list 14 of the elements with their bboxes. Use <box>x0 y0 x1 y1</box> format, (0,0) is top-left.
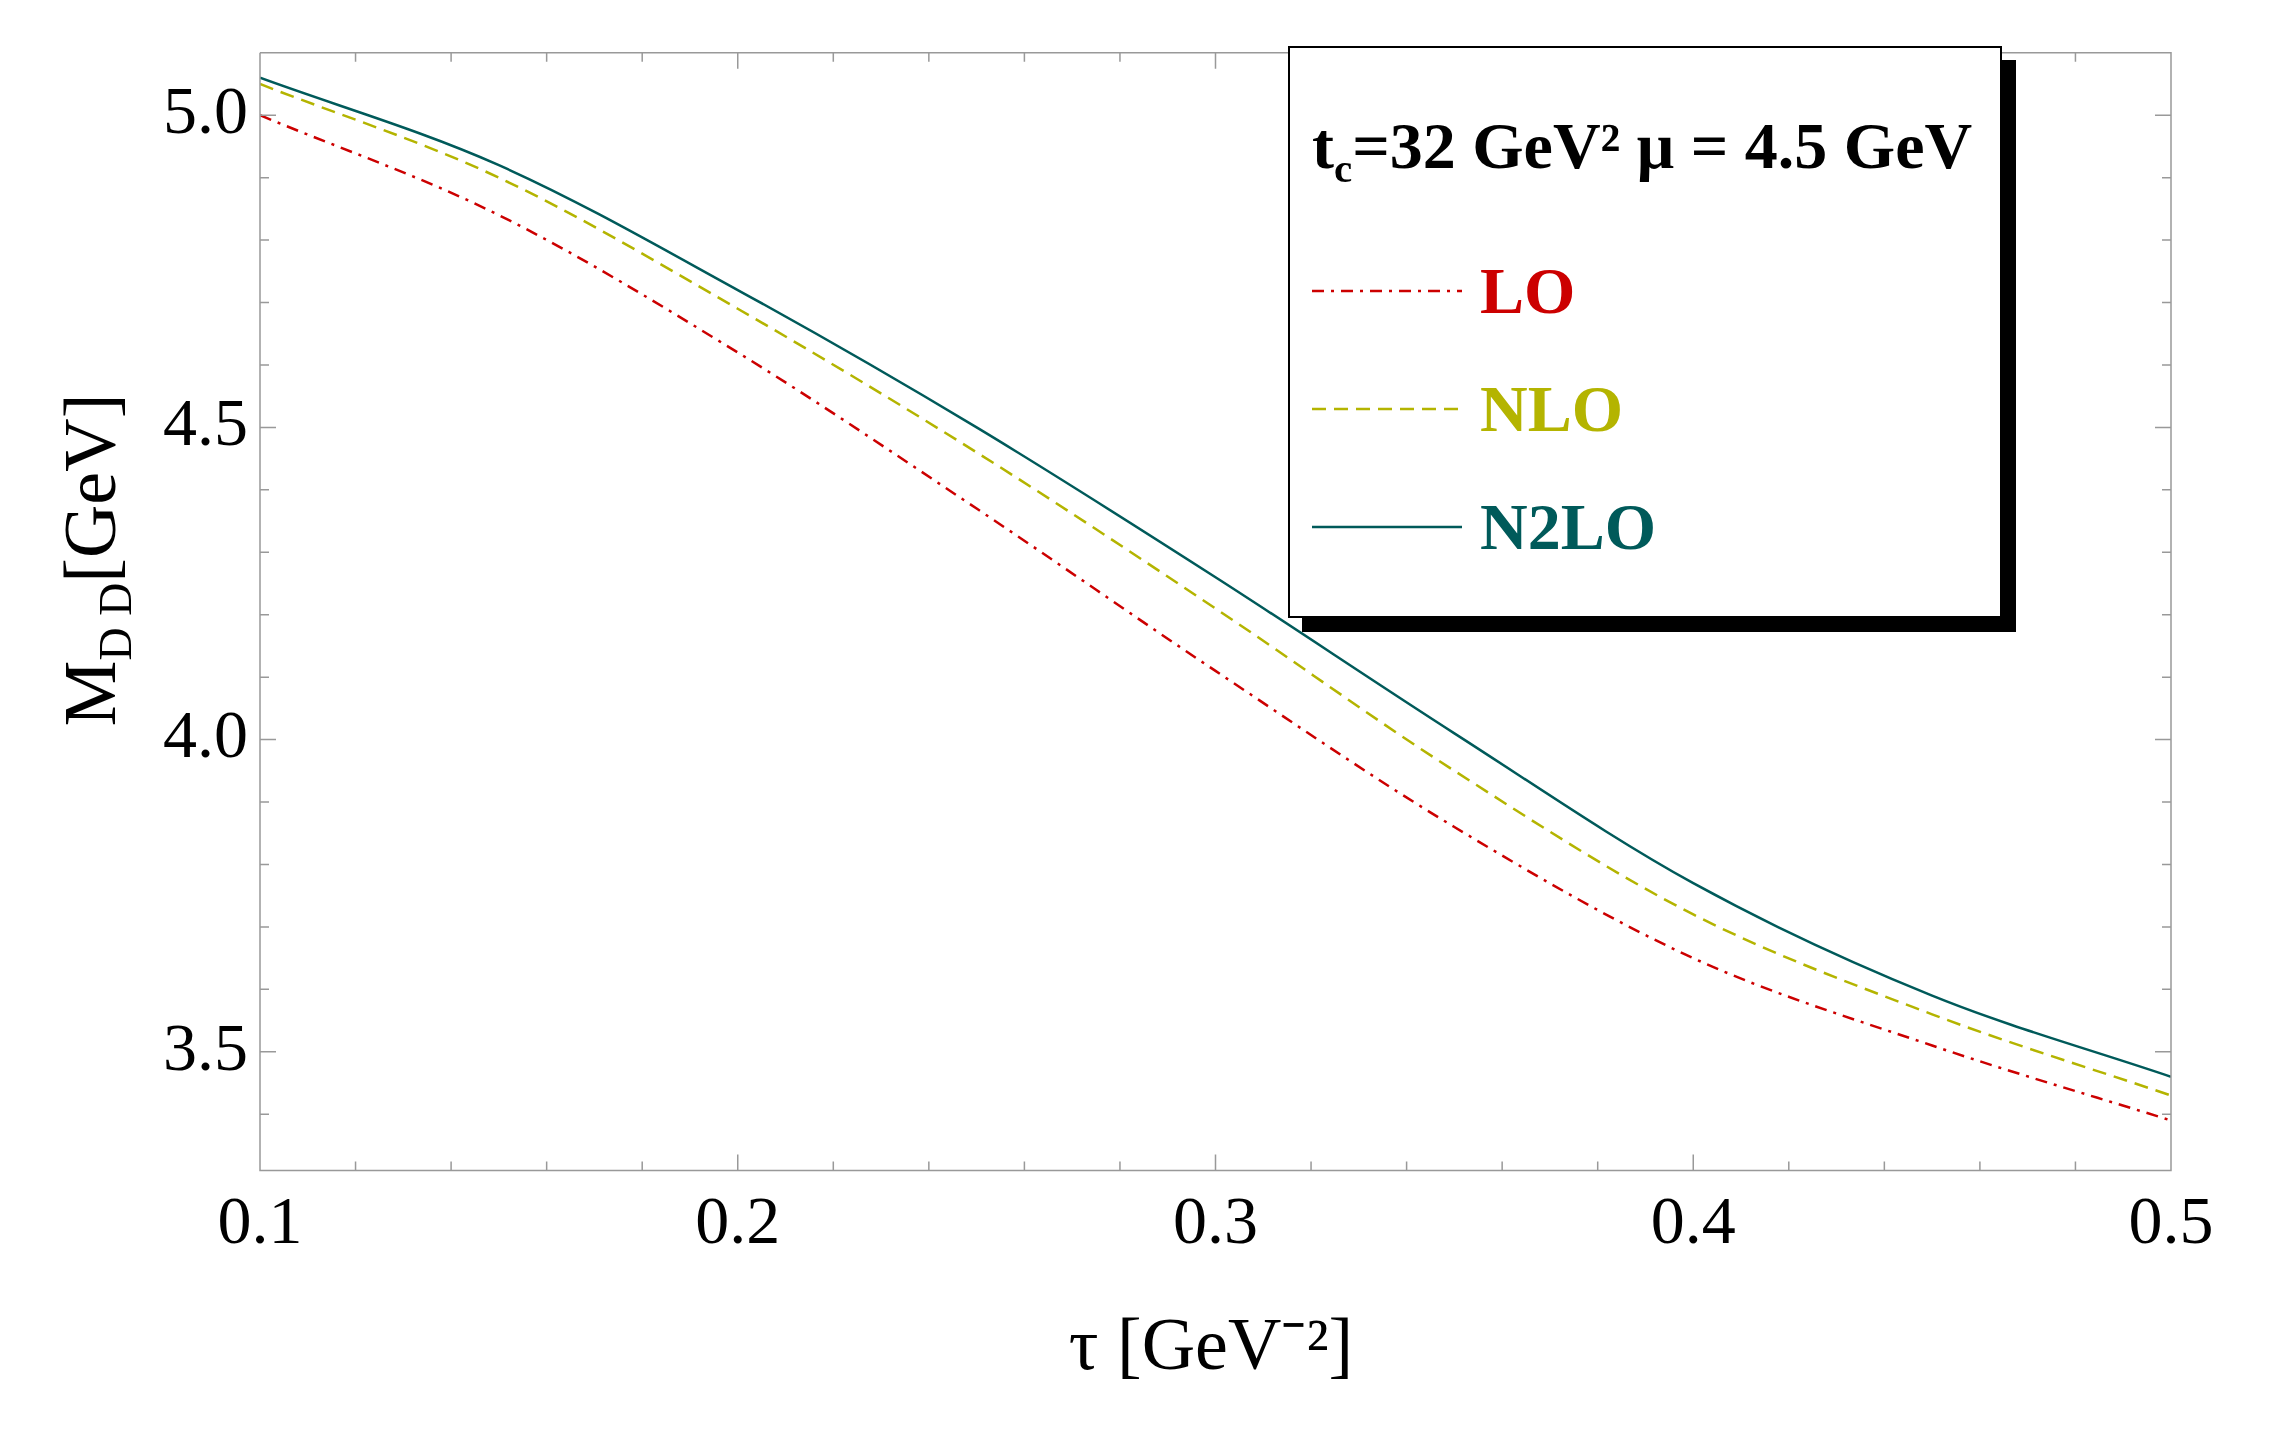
legend-title: t$_{c}$=32 GeV² μ = 4.5 GeV <box>1312 108 1973 193</box>
legend-label: LO <box>1480 253 1576 330</box>
y-tick-label: 5.0 <box>163 72 248 149</box>
y-tick-label: 4.0 <box>163 696 248 773</box>
legend-label: N2LO <box>1480 489 1657 566</box>
y-tick-label: 3.5 <box>163 1008 248 1085</box>
y-tick-label: 4.5 <box>163 384 248 461</box>
x-tick-label: 0.2 <box>695 1182 781 1259</box>
x-tick-label: 0.4 <box>1650 1182 1736 1259</box>
legend-label: NLO <box>1480 371 1624 448</box>
x-axis-title: τ [GeV⁻²] <box>1068 1301 1354 1387</box>
x-tick-label: 0.3 <box>1173 1182 1258 1259</box>
x-tick-label: 0.1 <box>217 1182 303 1259</box>
x-tick-label: 0.5 <box>2128 1182 2214 1259</box>
